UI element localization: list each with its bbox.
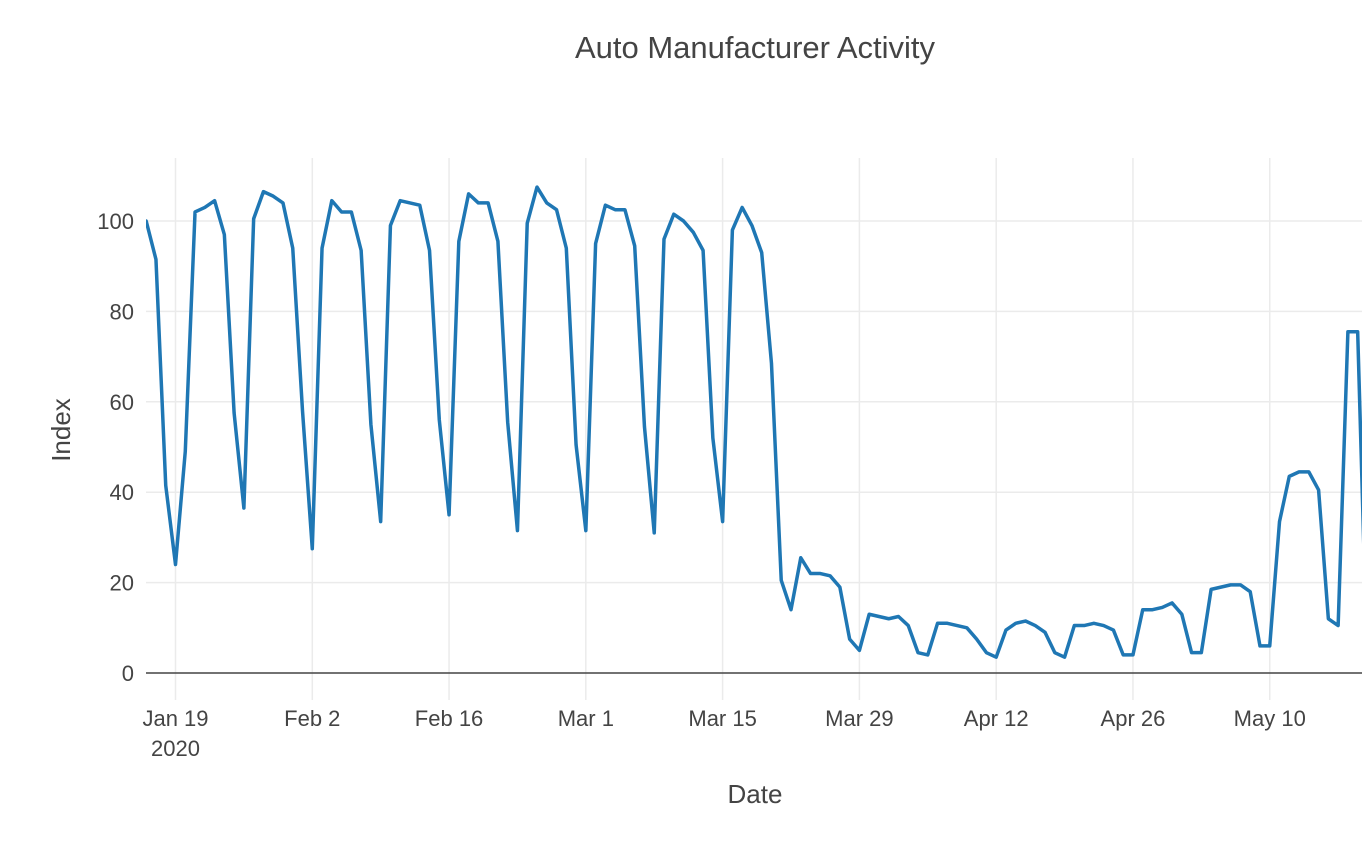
x-tick-label: Apr 12 bbox=[964, 706, 1029, 731]
x-tick-label: Mar 1 bbox=[558, 706, 614, 731]
y-axis-title: Index bbox=[46, 398, 76, 462]
y-tick-label: 0 bbox=[122, 661, 134, 686]
x-axis-title: Date bbox=[728, 779, 783, 809]
x-tick-label: Feb 16 bbox=[415, 706, 484, 731]
x-gridlines bbox=[174, 158, 1271, 700]
chart-title: Auto Manufacturer Activity bbox=[575, 30, 936, 65]
x-tick-label: May 10 bbox=[1234, 706, 1306, 731]
y-axis-ticks: 0 20 40 60 80 100 bbox=[97, 209, 134, 686]
x-tick-label: Mar 29 bbox=[825, 706, 893, 731]
x-axis-ticks: Jan 19 2020 Feb 2 Feb 16 Mar 1 Mar 15 Mar 29 Ap… bbox=[142, 706, 1305, 761]
y-tick-label: 80 bbox=[110, 299, 134, 324]
x-tick-label: Feb 2 bbox=[284, 706, 340, 731]
y-tick-label: 40 bbox=[110, 480, 134, 505]
x-tick-label: Apr 26 bbox=[1101, 706, 1166, 731]
plot-area bbox=[146, 185, 1362, 659]
series-line bbox=[146, 185, 1362, 659]
x-tick-label: Jan 19 bbox=[142, 706, 208, 731]
x-tick-sublabel: 2020 bbox=[151, 736, 200, 761]
y-gridlines bbox=[146, 220, 1362, 584]
y-tick-label: 100 bbox=[97, 209, 134, 234]
y-tick-label: 60 bbox=[110, 390, 134, 415]
y-tick-label: 20 bbox=[110, 571, 134, 596]
x-tick-label: Mar 15 bbox=[688, 706, 756, 731]
